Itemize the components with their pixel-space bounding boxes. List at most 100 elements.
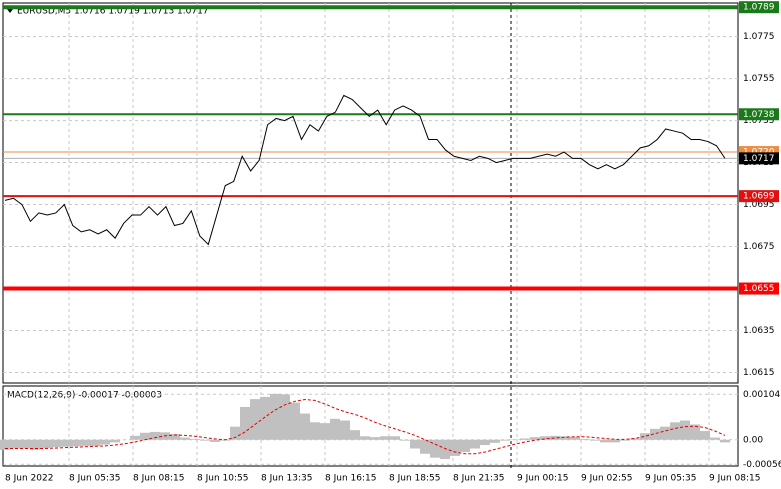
- macd-bar: [209, 439, 221, 442]
- macd-bar: [639, 433, 651, 440]
- macd-bar: [19, 439, 31, 449]
- last-price-bg: [739, 152, 779, 165]
- macd-bar: [609, 439, 621, 443]
- macd-bar: [539, 436, 551, 440]
- macd-bar: [289, 402, 301, 440]
- macd-bar: [479, 439, 491, 446]
- x-tick-label: 8 Jun 05:35: [69, 474, 120, 484]
- level-label: 1.0738: [743, 110, 775, 120]
- signal-line: [5, 399, 726, 455]
- macd-bar: [189, 438, 201, 440]
- macd-bar: [579, 438, 591, 440]
- macd-frame: [2, 385, 739, 467]
- macd-bar: [169, 434, 181, 440]
- macd-bar: [669, 422, 681, 440]
- macd-bar: [29, 439, 41, 450]
- level-label: 1.0789: [743, 3, 775, 13]
- y-tick-label: 1.0735: [743, 116, 775, 126]
- macd-bar: [659, 426, 671, 440]
- y-tick-label: 1.0675: [743, 242, 775, 252]
- macd-bar: [699, 431, 711, 440]
- macd-bar: [569, 437, 581, 440]
- macd-bar: [69, 439, 81, 447]
- macd-bar: [369, 437, 381, 440]
- level-label: 1.0655: [743, 284, 775, 294]
- y-tick-label: 1.0635: [743, 326, 775, 336]
- macd-bar: [649, 428, 661, 440]
- macd-bar: [39, 439, 51, 449]
- macd-bar: [279, 394, 291, 440]
- macd-bar: [239, 406, 251, 440]
- macd-bar: [679, 420, 691, 440]
- macd-bar: [259, 396, 271, 440]
- macd-bar: [349, 430, 361, 440]
- level-label-bg: [739, 1, 779, 14]
- x-tick-label: 9 Jun 05:35: [645, 474, 696, 484]
- macd-bar: [89, 439, 101, 446]
- macd-bar: [409, 439, 421, 449]
- macd-bar: [249, 399, 261, 440]
- macd-title: MACD(12,26,9) -0.00017 -0.00003: [7, 391, 162, 401]
- x-tick-label: 9 Jun 02:55: [581, 474, 632, 484]
- macd-bar: [459, 439, 471, 453]
- y-tick-label: -0.00056: [743, 460, 781, 470]
- macd-bar: [689, 424, 701, 440]
- x-tick-label: 8 Jun 2022: [5, 474, 53, 484]
- macd-bar: [599, 439, 611, 443]
- y-tick-label: 1.0615: [743, 368, 775, 378]
- macd-bar: [589, 439, 601, 441]
- level-label-bg: [739, 282, 779, 295]
- symbol-arrow: [7, 9, 13, 13]
- macd-bar: [299, 413, 311, 440]
- macd-bar: [199, 439, 211, 441]
- macd-bar: [379, 436, 391, 440]
- macd-bar: [389, 436, 401, 440]
- macd-bar: [49, 439, 61, 448]
- macd-bar: [59, 439, 71, 447]
- macd-bar: [449, 439, 461, 456]
- macd-bar: [519, 438, 531, 440]
- x-tick-label: 8 Jun 13:35: [261, 474, 312, 484]
- macd-bar: [359, 436, 371, 440]
- macd-bar: [129, 435, 141, 440]
- macd-bar: [179, 437, 191, 440]
- macd-bar: [559, 436, 571, 440]
- macd-bar: [9, 439, 21, 449]
- x-tick-label: 8 Jun 18:55: [389, 474, 440, 484]
- macd-bar: [0, 439, 11, 450]
- macd-bar: [229, 426, 241, 440]
- y-tick-label: 1.0695: [743, 200, 775, 210]
- macd-bar: [399, 439, 411, 441]
- x-tick-label: 8 Jun 16:15: [325, 474, 376, 484]
- macd-bar: [109, 439, 121, 443]
- price-line: [4, 94, 726, 246]
- macd-bar: [429, 439, 441, 458]
- y-tick-label: 1.0775: [743, 32, 775, 42]
- x-tick-label: 8 Jun 10:55: [197, 474, 248, 484]
- level-label: 1.0699: [743, 192, 775, 202]
- macd-bar: [489, 439, 501, 443]
- level-label-bg: [739, 190, 779, 203]
- y-tick-label: 0.00104: [743, 390, 780, 400]
- macd-bar: [619, 439, 631, 441]
- macd-bar: [139, 432, 151, 440]
- macd-bar: [79, 439, 91, 446]
- x-tick-label: 8 Jun 21:35: [453, 474, 504, 484]
- main-frame: [2, 2, 739, 384]
- macd-bar: [549, 435, 561, 440]
- macd-bar: [719, 439, 731, 443]
- x-tick-label: 8 Jun 08:15: [133, 474, 184, 484]
- chart-title: EURUSD,M5 1.0716 1.0719 1.0713 1.0717: [17, 7, 209, 17]
- macd-bar: [529, 437, 541, 440]
- macd-bar: [319, 423, 331, 440]
- macd-bar: [709, 437, 721, 440]
- x-tick-label: 9 Jun 00:15: [517, 474, 568, 484]
- macd-bar: [269, 393, 281, 440]
- x-tick-label: 9 Jun 08:15: [709, 474, 760, 484]
- macd-bar: [339, 420, 351, 440]
- level-label-bg: [739, 108, 779, 121]
- last-price-label: 1.0717: [743, 154, 775, 164]
- macd-bar: [149, 431, 161, 440]
